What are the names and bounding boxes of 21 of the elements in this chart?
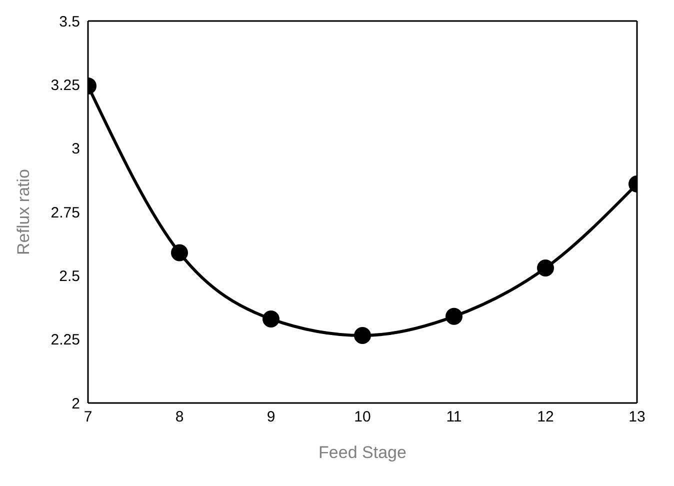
x-tick-label: 7: [84, 408, 92, 426]
point: [354, 327, 371, 344]
point: [171, 244, 188, 262]
y-tick-label: 3.25: [50, 76, 80, 94]
x-tick-label: 8: [175, 408, 184, 426]
x-tick-label: 13: [628, 408, 646, 426]
point: [262, 310, 280, 328]
y-tick-label: 3: [72, 140, 80, 158]
y-axis-title: Reflux ratio: [14, 169, 34, 255]
x-axis-title: Feed Stage: [318, 443, 406, 462]
y-tick-label: 3.5: [59, 13, 80, 30]
point: [446, 308, 462, 325]
y-tick-label: 2.25: [50, 332, 80, 349]
point: [537, 260, 554, 277]
y-tick-label: 2.5: [59, 268, 80, 285]
x-tick-label: 11: [446, 408, 462, 426]
x-tick-label: 12: [537, 408, 554, 426]
x-tick-label: 10: [354, 408, 371, 426]
y-tick-label: 2: [72, 395, 80, 412]
y-tick-label: 2.75: [50, 204, 80, 222]
x-tick-label: 9: [266, 408, 276, 426]
